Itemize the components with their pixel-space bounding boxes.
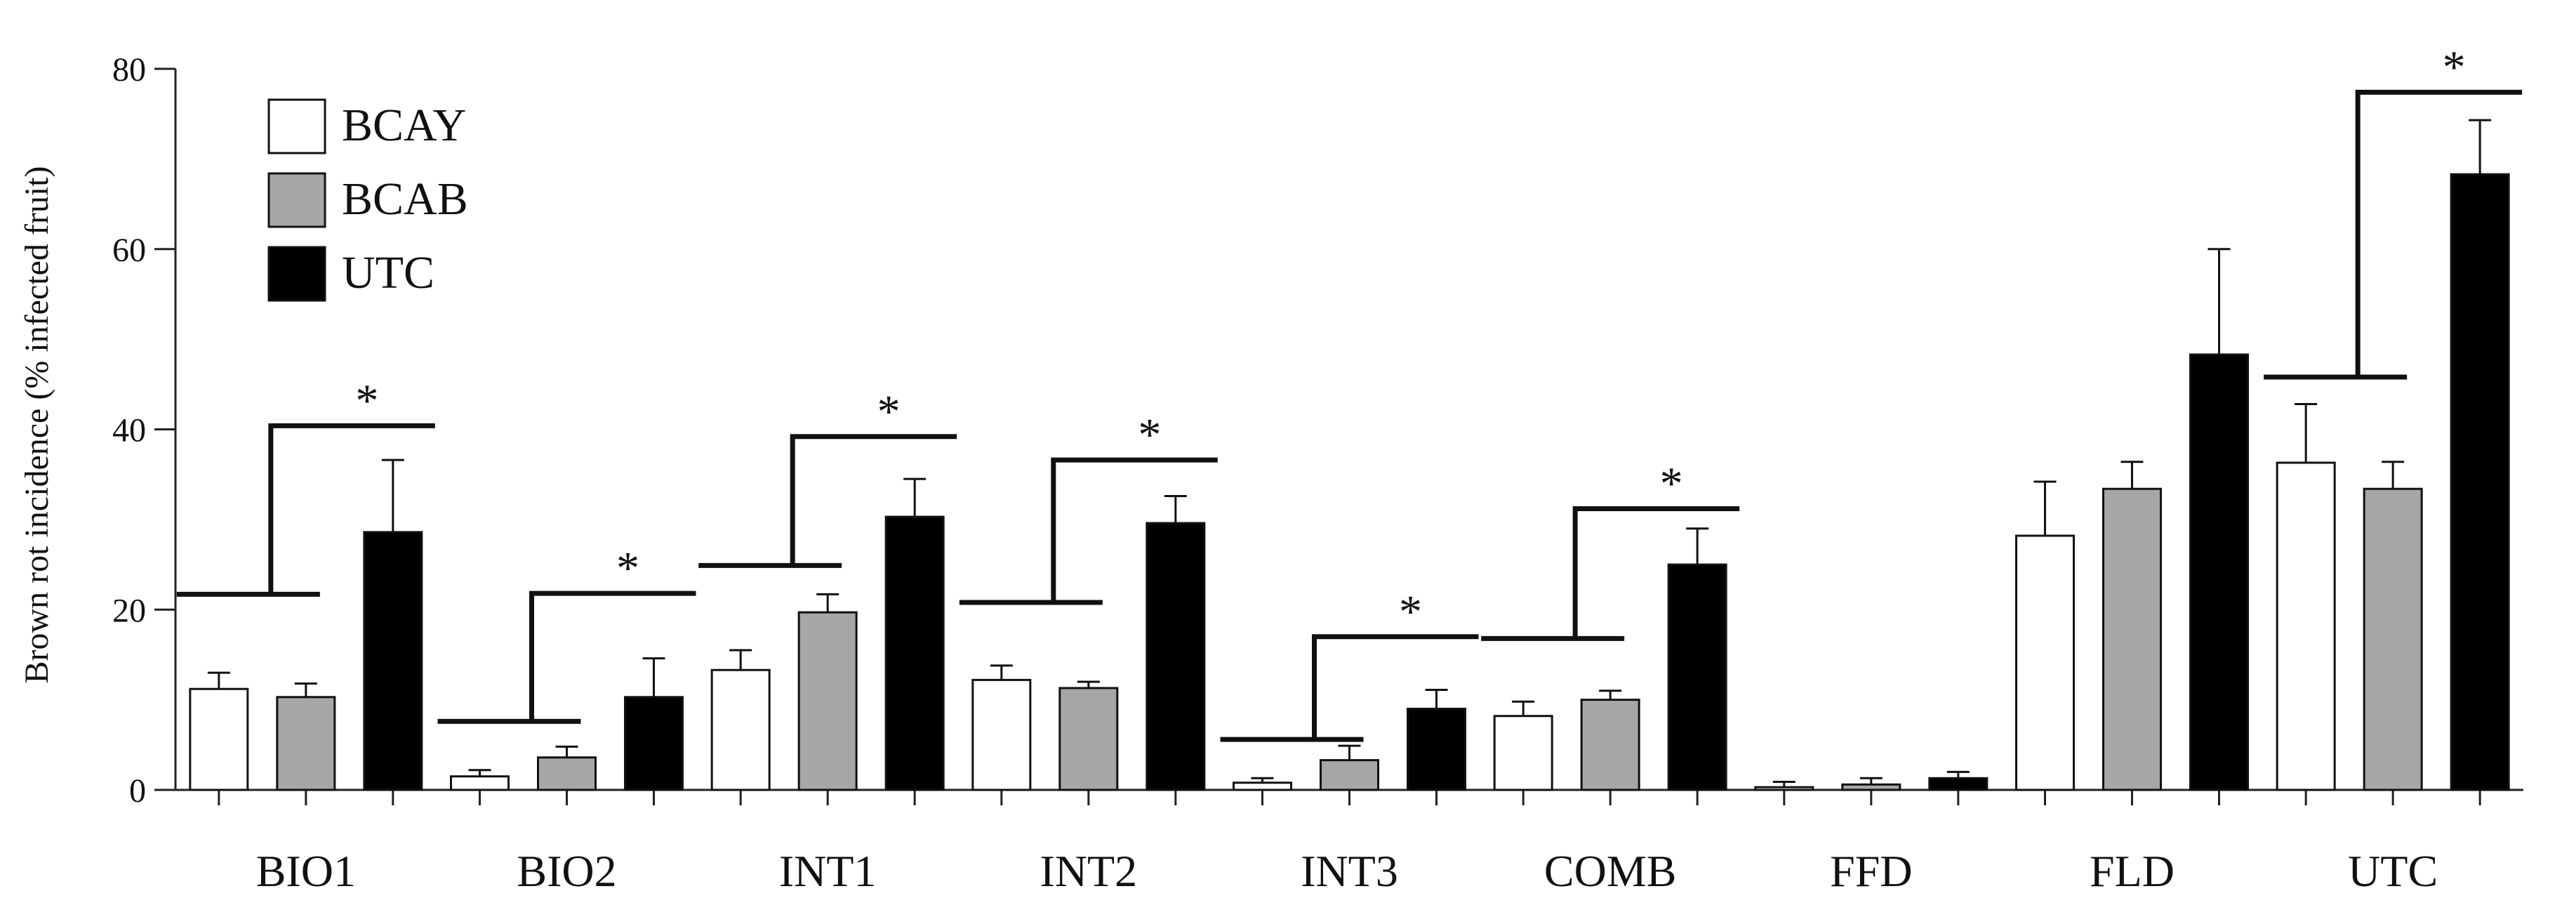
legend-swatch-bcab: [267, 172, 326, 228]
significance-star: *: [877, 386, 901, 437]
bar-bcab-int3: [1320, 759, 1379, 791]
bar-bcay-int1: [710, 668, 771, 791]
bar-bcab-utc: [2363, 487, 2423, 791]
bar-utc-int3: [1407, 707, 1466, 791]
y-tick-label: 40: [112, 412, 146, 449]
bar-bcay-bio2: [450, 775, 510, 791]
x-tick-label: FFD: [1830, 846, 1912, 896]
bracket-arm-comb: [1572, 506, 1740, 639]
bars: [189, 173, 2510, 791]
y-tick-label: 0: [129, 772, 146, 810]
x-axis: BIO1 BIO2 INT1 INT2 INT3 COMB FFD FLD UTC: [175, 789, 2523, 896]
significance-star: *: [355, 375, 378, 426]
bar-utc-bio1: [363, 531, 423, 791]
y-axis: 0 20 40 60 80: [112, 51, 177, 810]
y-tick-label: 20: [112, 592, 146, 629]
bar-bcay-int3: [1233, 781, 1292, 791]
bar-utc-int1: [884, 515, 945, 791]
legend-label-utc: UTC: [342, 247, 434, 298]
bracket-arm-int3: [1312, 634, 1479, 740]
bracket-arm-utc: [2355, 89, 2523, 378]
bar-bcab-bio1: [276, 696, 336, 791]
y-tick-label: 60: [112, 232, 146, 269]
error-bars: [207, 119, 2492, 788]
bar-bcab-int2: [1058, 687, 1119, 791]
legend-swatch-utc: [267, 246, 326, 302]
bar-bcay-fld: [2015, 534, 2075, 791]
legend: BCAY BCAB UTC: [267, 98, 468, 302]
significance-brackets: * * * * * * *: [176, 41, 2523, 742]
y-tick-label: 80: [112, 51, 146, 88]
bar-utc-bio2: [624, 696, 684, 791]
bar-bcab-fld: [2102, 487, 2162, 791]
bar-bcay-int2: [971, 678, 1032, 791]
x-tick-label: FLD: [2090, 846, 2175, 896]
significance-star: *: [616, 543, 639, 594]
bar-bcab-ffd: [1841, 783, 1901, 791]
legend-swatch-bcay: [267, 98, 326, 154]
bracket-arm-bio1: [268, 423, 435, 595]
bar-utc-comb: [1667, 563, 1727, 791]
legend-label-bcab: BCAB: [342, 173, 468, 225]
x-tick-label: COMB: [1544, 846, 1677, 896]
x-tick-label: INT2: [1040, 846, 1138, 896]
bar-utc-int2: [1146, 522, 1206, 791]
legend-label-bcay: BCAY: [342, 100, 466, 151]
bracket-arm-bio2: [529, 591, 696, 722]
significance-star: *: [1660, 458, 1683, 509]
x-tick-label: BIO2: [517, 846, 616, 896]
bar-bcay-comb: [1493, 715, 1553, 791]
x-tick-label: UTC: [2348, 846, 2438, 896]
x-tick-label: BIO1: [256, 846, 356, 896]
bar-bcab-int1: [797, 611, 858, 791]
x-tick-label: INT1: [779, 846, 877, 896]
bracket-arm-int1: [790, 434, 957, 566]
bar-utc-ffd: [1928, 777, 1989, 791]
x-tick-label: INT3: [1301, 846, 1398, 896]
bar-bcab-bio2: [537, 756, 597, 791]
bar-bcay-utc: [2276, 461, 2336, 791]
bar-bcay-bio1: [189, 687, 249, 791]
significance-star: *: [1399, 586, 1422, 638]
y-axis-label: Brown rot incidence (% infected fruit): [18, 166, 55, 683]
bar-utc-fld: [2189, 353, 2249, 791]
bar-bcay-ffd: [1754, 786, 1814, 791]
bracket-arm-int2: [1051, 457, 1218, 602]
bar-utc-utc: [2450, 173, 2510, 791]
significance-star: *: [2443, 41, 2466, 93]
significance-star: *: [1138, 409, 1161, 461]
bar-bcab-comb: [1580, 699, 1640, 791]
